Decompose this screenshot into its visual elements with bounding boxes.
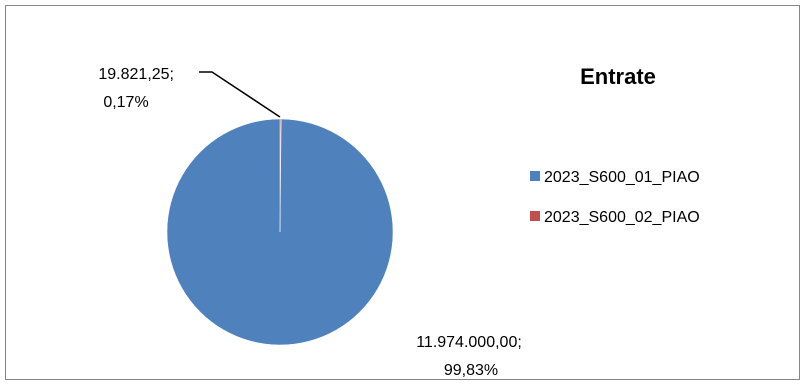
leader-line [199,71,281,118]
pie-slice-1 [166,118,394,346]
legend-swatch-1 [530,171,540,181]
chart-title: Entrate [580,64,656,89]
legend-swatch-2 [530,211,540,221]
slice-2-value-label: 19.821,25; [98,66,174,83]
slice-1-value-label: 11.974.000,00; [416,334,522,351]
slice-2-percent-label: 0,17% [103,94,148,111]
legend: 2023_S600_01_PIAO 2023_S600_02_PIAO [530,169,700,226]
chart-area [5,5,800,380]
legend-label-1: 2023_S600_01_PIAO [544,169,700,186]
legend-label-2: 2023_S600_02_PIAO [544,209,700,226]
slice-1-percent-label: 99,83% [444,362,498,379]
pie-slices [166,118,394,346]
